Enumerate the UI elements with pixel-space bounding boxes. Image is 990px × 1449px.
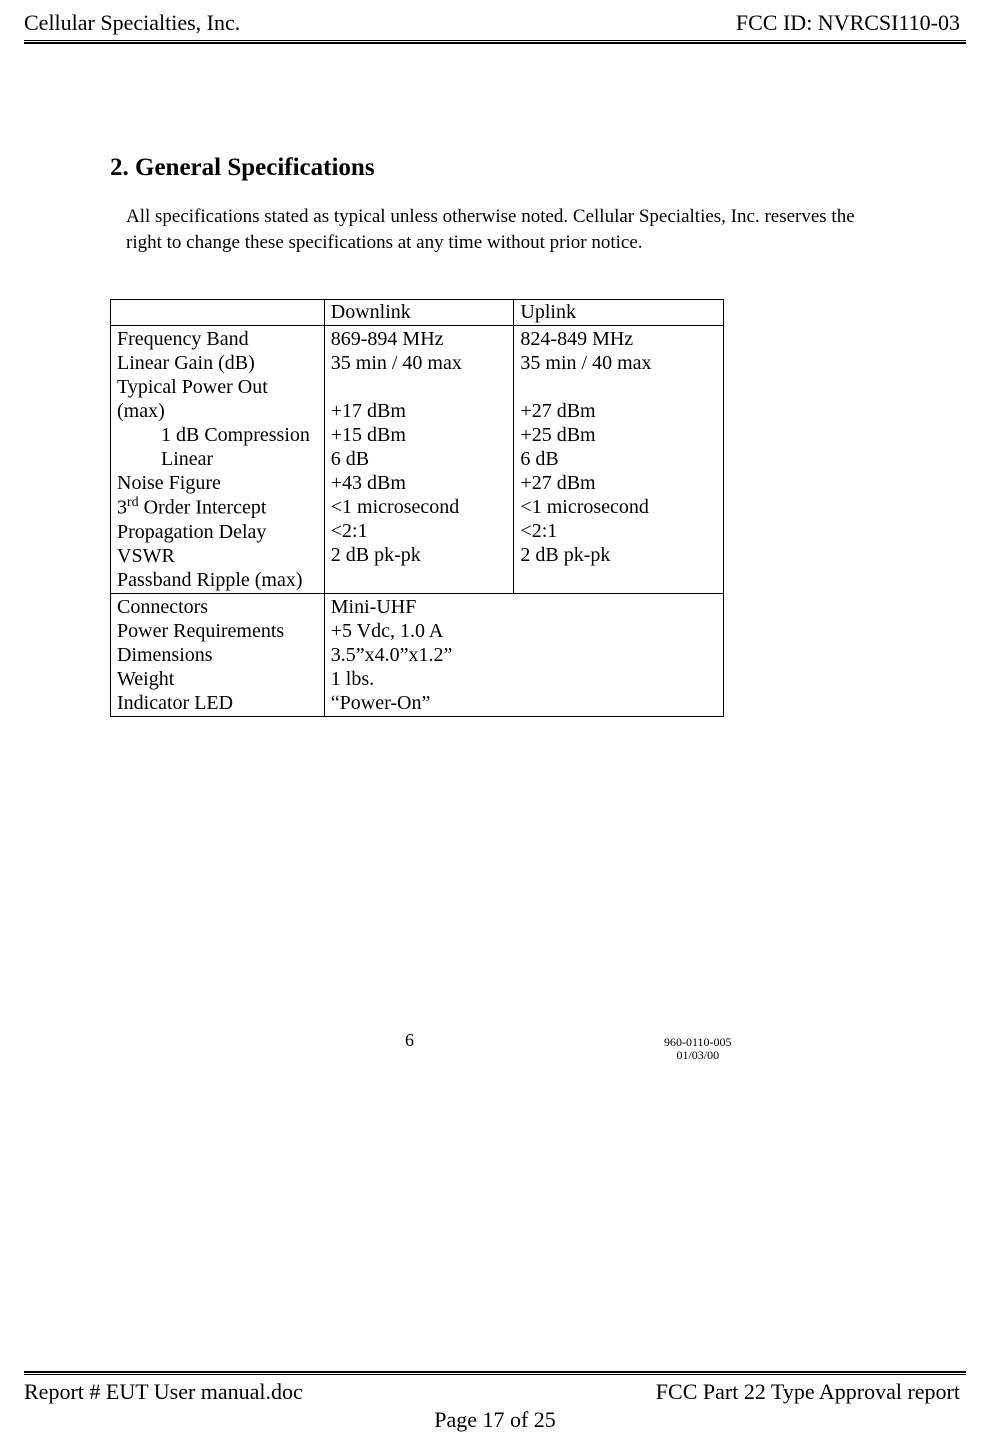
footer-right: FCC Part 22 Type Approval report — [656, 1379, 960, 1405]
uplink-cell: 824-849 MHz 35 min / 40 max +27 dBm +25 … — [514, 326, 724, 594]
header-right: FCC ID: NVRCSI110-03 — [736, 10, 960, 36]
param-linear: Linear — [117, 447, 213, 471]
shared-indicator-led: “Power-On” — [331, 691, 717, 715]
dl-prop-delay: <1 microsecond — [331, 495, 508, 519]
inner-page-number: 6 — [405, 1030, 414, 1051]
ul-1db-comp: +27 dBm — [520, 399, 717, 423]
param-third-order: 3rd Order Intercept — [117, 495, 318, 520]
footer-center: Page 17 of 25 — [0, 1407, 990, 1449]
ul-linear-gain: 35 min / 40 max — [520, 351, 717, 375]
dl-noise-figure: 6 dB — [331, 447, 508, 471]
dl-freq-band: 869-894 MHz — [331, 327, 508, 351]
section-title-text: General Specifications — [135, 154, 375, 181]
param-dimensions: Dimensions — [117, 643, 318, 667]
ul-noise-figure: 6 dB — [520, 447, 717, 471]
footer-row: Report # EUT User manual.doc FCC Part 22… — [0, 1379, 990, 1407]
param-noise-figure: Noise Figure — [117, 471, 318, 495]
param-connectors: Connectors — [117, 595, 318, 619]
downlink-cell: 869-894 MHz 35 min / 40 max +17 dBm +15 … — [324, 326, 514, 594]
dl-1db-comp: +17 dBm — [331, 399, 508, 423]
param-weight: Weight — [117, 667, 318, 691]
param-typ-power-out: Typical Power Out (max) — [117, 375, 318, 423]
page-footer: Report # EUT User manual.doc FCC Part 22… — [0, 1371, 990, 1449]
param-passband-ripple: Passband Ripple (max) — [117, 568, 318, 592]
param-linear-gain: Linear Gain (dB) — [117, 351, 318, 375]
header-blank — [111, 300, 325, 326]
section-intro: All specifications stated as typical unl… — [110, 204, 880, 255]
table-row: Frequency Band Linear Gain (dB) Typical … — [111, 326, 724, 594]
param-vswr: VSWR — [117, 544, 318, 568]
table-header-row: Downlink Uplink — [111, 300, 724, 326]
param-power-req: Power Requirements — [117, 619, 318, 643]
page-header: Cellular Specialties, Inc. FCC ID: NVRCS… — [0, 0, 990, 40]
footer-rule — [24, 1371, 966, 1375]
shared-connectors: Mini-UHF — [331, 595, 717, 619]
param-1db-comp: 1 dB Compression — [117, 423, 310, 447]
ul-freq-band: 824-849 MHz — [520, 327, 717, 351]
param-indicator-led: Indicator LED — [117, 691, 318, 715]
spec-table: Downlink Uplink Frequency Band Linear Ga… — [110, 299, 724, 717]
dl-vswr: <2:1 — [331, 519, 508, 543]
shared-power-req: +5 Vdc, 1.0 A — [331, 619, 717, 643]
ul-prop-delay: <1 microsecond — [520, 495, 717, 519]
dl-linear: +15 dBm — [331, 423, 508, 447]
shared-weight: 1 lbs. — [331, 667, 717, 691]
shared-dimensions: 3.5”x4.0”x1.2” — [331, 643, 717, 667]
inner-doc-date: 01/03/00 — [664, 1049, 732, 1062]
param-freq-band: Frequency Band — [117, 327, 318, 351]
section-title: 2. General Specifications — [110, 154, 880, 182]
param-cell-shared: Connectors Power Requirements Dimensions… — [111, 593, 325, 716]
content-area: 2. General Specifications All specificat… — [0, 44, 990, 717]
param-cell: Frequency Band Linear Gain (dB) Typical … — [111, 326, 325, 594]
dl-third-order: +43 dBm — [331, 471, 508, 495]
footer-left: Report # EUT User manual.doc — [24, 1379, 303, 1405]
header-left: Cellular Specialties, Inc. — [24, 10, 240, 36]
table-row: Connectors Power Requirements Dimensions… — [111, 593, 724, 716]
ul-linear: +25 dBm — [520, 423, 717, 447]
shared-cell: Mini-UHF +5 Vdc, 1.0 A 3.5”x4.0”x1.2” 1 … — [324, 593, 723, 716]
ul-vswr: <2:1 — [520, 519, 717, 543]
ul-passband-ripple: 2 dB pk-pk — [520, 543, 717, 567]
header-downlink: Downlink — [324, 300, 514, 326]
dl-passband-ripple: 2 dB pk-pk — [331, 543, 508, 567]
inner-doc-number: 960-0110-005 01/03/00 — [664, 1036, 732, 1062]
ul-third-order: +27 dBm — [520, 471, 717, 495]
dl-linear-gain: 35 min / 40 max — [331, 351, 508, 375]
header-uplink: Uplink — [514, 300, 724, 326]
section-number: 2. — [110, 154, 129, 181]
param-prop-delay: Propagation Delay — [117, 520, 318, 544]
